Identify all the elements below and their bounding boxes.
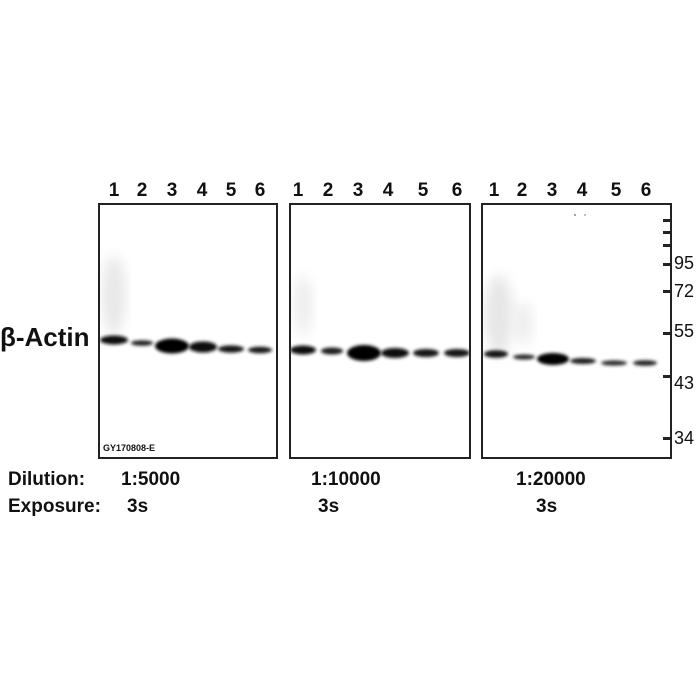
lane-number: 1: [488, 180, 500, 201]
lane-number: 4: [196, 180, 208, 201]
lane-number: 5: [417, 180, 429, 201]
blot-panel-3: [481, 203, 672, 459]
marker-tick: [663, 263, 672, 266]
lane-number: 6: [640, 180, 652, 201]
marker-tick: [663, 290, 672, 293]
dilution-value-2: 1:10000: [311, 469, 381, 490]
marker-label-95: 95: [674, 253, 695, 273]
blot-panel-2: [289, 203, 471, 459]
exposure-value-3: 3s: [536, 496, 558, 517]
blot-image-3: [484, 214, 657, 366]
exposure-value-2: 3s: [318, 496, 340, 517]
lane-number: 2: [516, 180, 528, 201]
marker-tick: [663, 219, 672, 222]
exposure-value-1: 3s: [127, 496, 149, 517]
lane-number: 5: [225, 180, 237, 201]
marker-label-34: 34: [674, 428, 695, 448]
marker-label-72: 72: [674, 281, 695, 301]
lane-number: 3: [546, 180, 558, 201]
lane-number: 4: [382, 180, 394, 201]
lane-number: 6: [451, 180, 463, 201]
lane-number: 3: [166, 180, 178, 201]
target-protein-label: β-Actin: [0, 322, 90, 352]
blot-panel-1: GY170808-E: [98, 203, 278, 459]
lane-number: 4: [576, 180, 588, 201]
marker-label-43: 43: [674, 373, 695, 393]
lane-number: 5: [610, 180, 622, 201]
dilution-value-3: 1:20000: [516, 469, 586, 490]
marker-tick: [663, 332, 672, 335]
lane-number: 6: [254, 180, 266, 201]
blot-image-2: [291, 275, 469, 361]
marker-tick: [663, 437, 672, 440]
marker-tick: [663, 244, 672, 247]
dilution-value-1: 1:5000: [121, 469, 181, 490]
lane-number: 3: [352, 180, 364, 201]
lane-number: 1: [108, 180, 120, 201]
lane-number: 1: [292, 180, 304, 201]
dilution-label: Dilution:: [8, 469, 86, 490]
lane-number: 2: [136, 180, 148, 201]
marker-tick: [663, 231, 672, 234]
exposure-label: Exposure:: [8, 496, 101, 517]
blot-image-1: [100, 255, 272, 354]
lane-number: 2: [322, 180, 334, 201]
marker-label-55: 55: [674, 321, 695, 341]
catalog-id: GY170808-E: [103, 443, 156, 453]
marker-tick: [663, 375, 672, 378]
